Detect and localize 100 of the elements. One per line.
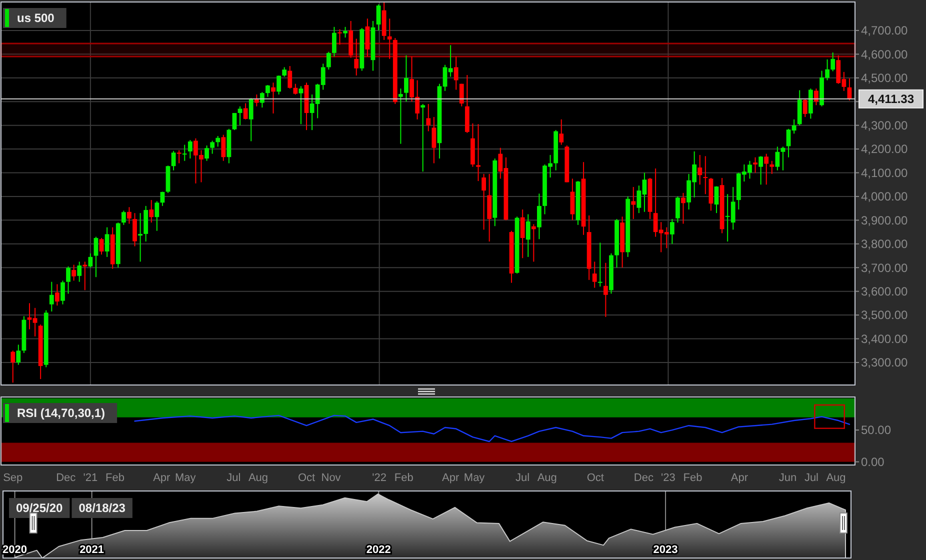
x-tick-label: Apr — [153, 472, 171, 484]
candlestick — [808, 88, 813, 120]
candlestick — [132, 212, 137, 247]
y-tick-label: 3,400.00 — [861, 332, 908, 346]
candlestick — [802, 98, 808, 118]
candlestick — [288, 66, 292, 90]
candlestick — [780, 146, 786, 171]
candlestick — [204, 144, 209, 162]
x-tick-label: May — [175, 472, 196, 484]
y-tick-label: 4,500.00 — [861, 71, 908, 86]
candlestick — [149, 200, 154, 224]
candlestick — [99, 237, 104, 256]
y-tick-label: 3,300.00 — [861, 356, 908, 370]
y-tick-label: 4,100.00 — [861, 166, 908, 180]
candlestick — [260, 92, 264, 108]
candlestick — [559, 118, 564, 146]
x-tick-label: '21 — [83, 472, 98, 484]
x-tick-label: Jul — [804, 472, 818, 484]
candlestick — [570, 178, 575, 221]
candlestick — [714, 186, 719, 214]
candlestick — [770, 160, 774, 174]
candlestick — [293, 83, 298, 95]
candlestick — [171, 150, 176, 171]
candlestick — [476, 124, 480, 182]
x-tick-label: '23 — [661, 472, 676, 484]
x-tick-label: May — [464, 472, 486, 484]
candlestick — [830, 52, 836, 72]
x-tick-label: Aug — [537, 472, 557, 484]
x-tick-label: Dec — [634, 472, 654, 484]
candlestick — [758, 156, 764, 186]
candlestick — [188, 140, 192, 160]
candlestick — [376, 4, 381, 31]
x-tick-label: Jul — [226, 472, 241, 484]
candlestick — [72, 264, 76, 282]
y-tick-label: 4,300.00 — [861, 118, 908, 133]
candlestick — [144, 205, 148, 242]
candlestick — [282, 66, 287, 78]
candlestick — [94, 236, 98, 278]
candlestick — [698, 154, 702, 186]
x-tick-label: Feb — [683, 472, 702, 484]
candlestick — [248, 98, 254, 142]
candlestick — [487, 173, 492, 242]
candlestick — [238, 106, 242, 126]
candlestick — [154, 200, 160, 232]
candlestick — [243, 102, 248, 120]
candlestick — [332, 26, 336, 58]
candlestick — [338, 28, 342, 46]
candlestick — [266, 84, 270, 98]
candlestick — [592, 261, 597, 288]
candlestick — [482, 173, 486, 230]
candlestick — [298, 86, 304, 125]
candlestick — [276, 75, 282, 95]
candlestick — [354, 38, 359, 76]
x-tick-label: 2023 — [653, 544, 678, 556]
x-tick-label: Oct — [298, 472, 316, 484]
candlestick — [526, 214, 530, 258]
y-tick-label: 4,600.00 — [861, 47, 908, 62]
candlestick — [182, 144, 187, 162]
candlestick — [77, 261, 82, 282]
candlestick — [54, 284, 60, 306]
candlestick — [520, 209, 525, 259]
text: us 500 — [17, 11, 55, 25]
y-tick-label: 4,200.00 — [861, 142, 908, 156]
y-tick-label: 3,700.00 — [861, 260, 908, 275]
candlestick — [681, 192, 686, 224]
x-tick-label: Nov — [321, 472, 342, 484]
y-tick-label: 3,600.00 — [861, 284, 908, 299]
candlestick — [631, 186, 636, 220]
candlestick — [670, 218, 674, 244]
x-tick-label: '22 — [372, 472, 386, 484]
candlestick — [420, 103, 426, 172]
text: RSI (14,70,30,1) — [17, 406, 106, 420]
ref-line-label: 4,411.33 — [868, 92, 914, 106]
candlestick — [121, 210, 126, 226]
x-tick-label: 2022 — [366, 544, 391, 556]
candlestick — [16, 344, 21, 366]
x-tick-label: Aug — [248, 472, 268, 484]
candlestick — [676, 196, 680, 224]
candlestick — [398, 88, 403, 144]
candlestick — [138, 212, 142, 262]
y-tick-label: 50.00 — [861, 423, 892, 438]
candlestick — [176, 150, 182, 164]
candlestick — [210, 140, 215, 154]
x-tick-label: Apr — [730, 472, 748, 484]
candlestick — [10, 350, 16, 384]
x-tick-label: 2021 — [80, 544, 104, 556]
x-tick-label: Jun — [778, 472, 797, 484]
candlestick — [216, 135, 220, 148]
x-tick-label: Jul — [516, 472, 530, 484]
y-tick-label: 3,800.00 — [861, 237, 908, 252]
candlestick — [49, 281, 54, 312]
candlestick — [603, 262, 608, 318]
candlestick — [454, 56, 458, 90]
candlestick — [753, 156, 758, 174]
line-series — [134, 414, 850, 442]
x-tick-label: Feb — [394, 472, 414, 484]
x-tick-label: Dec — [56, 472, 76, 484]
x-tick-label: Aug — [826, 472, 846, 484]
candlestick — [387, 18, 392, 60]
candlestick — [326, 51, 331, 70]
